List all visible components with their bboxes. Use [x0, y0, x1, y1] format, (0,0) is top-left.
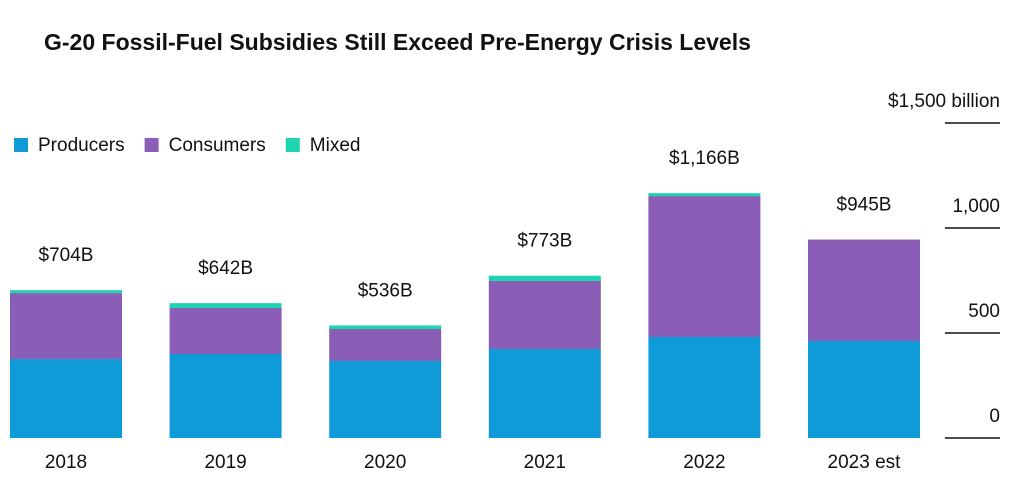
- bar-segment: [10, 290, 122, 294]
- bar-segment: [169, 303, 282, 309]
- bar-segment: [329, 329, 442, 361]
- total-label: $642B: [198, 258, 253, 279]
- legend-label: Consumers: [169, 135, 266, 156]
- bar-segment: [648, 196, 761, 337]
- bar-segment: [488, 275, 601, 281]
- bar-segment: [329, 360, 442, 438]
- bar-segment: [808, 340, 920, 438]
- bar-segment: [169, 308, 282, 354]
- total-label: $945B: [837, 195, 892, 216]
- bar-segment: [169, 354, 282, 438]
- bar-segment: [648, 193, 761, 197]
- bar-segment: [488, 280, 601, 349]
- bar-segment: [648, 336, 761, 438]
- chart-title: G-20 Fossil-Fuel Subsidies Still Exceed …: [44, 29, 751, 55]
- bar-segment: [488, 348, 601, 438]
- total-label: $536B: [358, 280, 413, 301]
- x-tick-label: 2022: [683, 452, 725, 473]
- bar-segment: [329, 325, 442, 330]
- bar-segment: [10, 359, 122, 438]
- legend-label: Producers: [38, 135, 125, 156]
- y-tick-label: 0: [989, 406, 1000, 427]
- x-tick-label: 2023 est: [828, 452, 902, 473]
- x-tick-label: 2018: [45, 452, 87, 473]
- x-tick-label: 2020: [364, 452, 406, 473]
- legend-swatch: [285, 138, 300, 152]
- total-label: $1,166B: [669, 148, 740, 169]
- x-tick-label: 2021: [524, 452, 566, 473]
- legend-swatch: [144, 138, 159, 152]
- y-tick-label: 500: [968, 301, 1000, 322]
- total-label: $704B: [39, 245, 94, 266]
- total-label: $773B: [517, 231, 572, 252]
- bar-segment: [808, 239, 920, 341]
- y-tick-label: 1,000: [952, 196, 1000, 217]
- bar-segment: [10, 293, 122, 360]
- x-tick-label: 2019: [204, 452, 246, 473]
- legend-label: Mixed: [310, 135, 361, 156]
- legend-swatch: [14, 138, 28, 152]
- y-tick-label: $1,500 billion: [888, 91, 1000, 112]
